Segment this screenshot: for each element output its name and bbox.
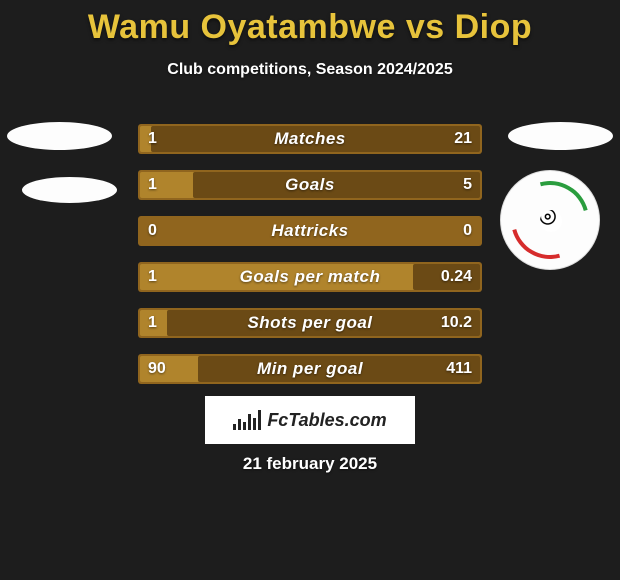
comparison-infographic: Wamu Oyatambwe vs Diop Club competitions… xyxy=(0,0,620,580)
bars-icon xyxy=(233,410,261,430)
stat-row: 1 Goals 5 xyxy=(138,170,482,200)
stat-metric: Goals per match xyxy=(138,262,482,292)
stat-value-right: 0 xyxy=(463,216,472,246)
stat-row: 1 Goals per match 0.24 xyxy=(138,262,482,292)
branding-text: FcTables.com xyxy=(267,410,386,431)
stat-metric: Goals xyxy=(138,170,482,200)
player-left-logo-1 xyxy=(7,122,112,150)
date-text: 21 february 2025 xyxy=(0,454,620,474)
stat-metric: Matches xyxy=(138,124,482,154)
stat-value-right: 21 xyxy=(454,124,472,154)
stat-metric: Min per goal xyxy=(138,354,482,384)
stat-value-right: 10.2 xyxy=(441,308,472,338)
player-right-logo-2 xyxy=(500,170,600,270)
stat-row: 1 Matches 21 xyxy=(138,124,482,154)
player-right-logo-1 xyxy=(508,122,613,150)
stat-metric: Hattricks xyxy=(138,216,482,246)
stat-metric: Shots per goal xyxy=(138,308,482,338)
stat-row: 90 Min per goal 411 xyxy=(138,354,482,384)
stat-value-right: 411 xyxy=(446,354,472,384)
player-left-logo-2 xyxy=(22,177,117,203)
branding-badge: FcTables.com xyxy=(205,396,415,444)
stat-value-right: 0.24 xyxy=(441,262,472,292)
stat-row: 0 Hattricks 0 xyxy=(138,216,482,246)
headline: Wamu Oyatambwe vs Diop xyxy=(0,0,620,47)
subheadline: Club competitions, Season 2024/2025 xyxy=(0,61,620,79)
stat-row: 1 Shots per goal 10.2 xyxy=(138,308,482,338)
stat-rows: 1 Matches 21 1 Goals 5 0 Hattricks 0 1 G… xyxy=(138,124,482,400)
club-badge-ball-icon xyxy=(540,210,562,232)
stat-value-right: 5 xyxy=(463,170,472,200)
